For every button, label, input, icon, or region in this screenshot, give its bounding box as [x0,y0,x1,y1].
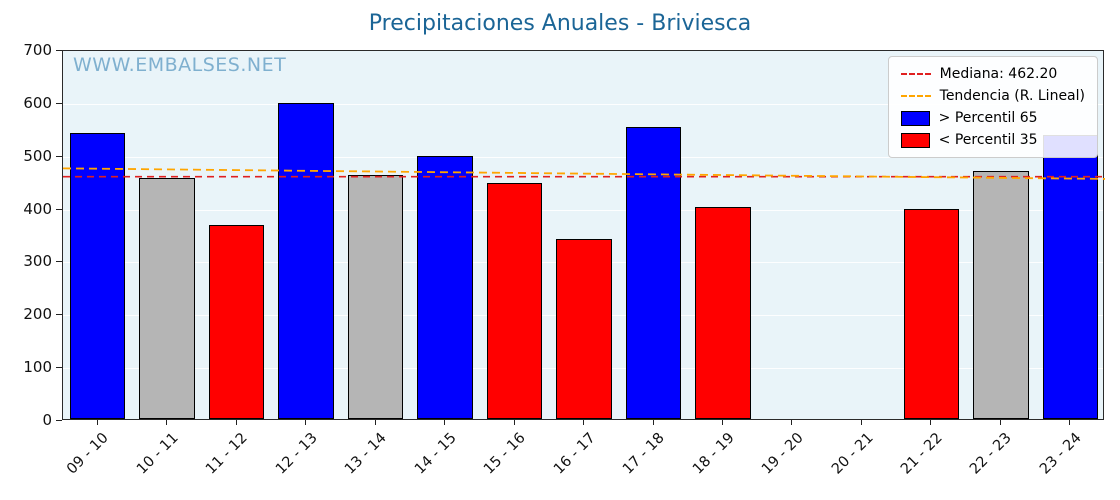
x-tick-label: 09 - 10 [64,430,113,478]
legend-label: > Percentil 65 [938,110,1038,126]
x-tick-label: 11 - 12 [203,430,252,478]
x-tick-label: 22 - 23 [967,430,1016,478]
x-tick-label: 23 - 24 [1036,430,1085,478]
bar-23-24 [1042,134,1099,419]
x-tick-label: 14 - 15 [411,430,460,478]
x-tick-label: 21 - 22 [897,430,946,478]
bar-09-10 [69,132,126,419]
x-tick-mark [583,420,584,425]
bar-11-12 [208,225,265,419]
x-tick-mark [999,420,1001,425]
y-tick-label: 500 [23,146,52,165]
x-tick-mark [791,420,793,425]
x-tick-mark [166,420,168,425]
x-tick-label: 18 - 19 [689,430,738,478]
x-tick-mark [96,420,98,425]
x-tick-label: 12 - 13 [272,430,321,478]
bar-22-23 [973,170,1029,419]
gridline [63,103,1103,105]
y-tick-label: 400 [23,199,52,218]
y-tick-mark [56,208,62,210]
legend: Mediana: 462.20 Tendencia (R. Lineal) > Pe… [887,56,1098,158]
y-tick-label: 600 [23,93,52,112]
gridline [63,156,1103,158]
legend-line-sample [900,95,931,97]
legend-item: < Percentil 35 [900,132,1085,148]
bar-10-11 [139,178,195,419]
x-tick-mark [721,420,723,425]
legend-label: Tendencia (R. Lineal) [939,88,1085,104]
y-tick-label: 700 [23,41,52,59]
y-tick-label: 200 [23,305,52,324]
x-tick-mark [235,420,237,425]
x-tick-label: 20 - 21 [828,430,877,478]
x-tick-label: 13 - 14 [342,430,390,478]
legend-line-sample [900,73,931,75]
x-tick-mark [374,420,376,425]
x-tick-mark [930,420,932,425]
x-tick-label: 10 - 11 [133,430,182,478]
y-tick-mark [56,102,62,104]
bar-14-15 [417,155,473,419]
bar-17-18 [625,127,682,419]
x-tick-label: 16 - 17 [550,430,599,478]
bar-12-13 [278,103,334,419]
bar-15-16 [486,182,543,419]
x-tick-mark [652,420,654,425]
x-tick-mark [305,420,307,425]
x-tick-mark [860,420,862,425]
watermark: WWW.EMBALSES.NET [73,54,287,76]
x-tick-label: 17 - 18 [620,430,668,478]
y-tick-mark [56,50,62,51]
gridline [63,209,1103,211]
bar-21-22 [903,208,960,419]
x-tick-mark [513,420,515,425]
y-tick-mark [56,367,62,369]
trend-line [63,167,1105,180]
legend-item: > Percentil 65 [900,110,1085,126]
y-tick-mark [56,314,62,316]
legend-item: Mediana: 462.20 [900,66,1085,82]
x-tick-label: 19 - 20 [759,430,807,478]
legend-patch-sample [900,110,930,126]
y-tick-mark [56,155,62,157]
chart-title: Precipitaciones Anuales - Briviesca [368,11,752,36]
y-tick-label: 100 [23,358,52,377]
x-tick-label: 15 - 16 [481,430,529,478]
bar-13-14 [347,174,404,419]
legend-patch-sample [900,132,930,148]
y-tick-mark [56,261,62,263]
legend-label: Mediana: 462.20 [939,66,1058,82]
legend-item: Tendencia (R. Lineal) [900,88,1085,104]
y-tick-label: 0 [42,411,52,429]
y-tick-mark [56,420,62,421]
bar-18-19 [695,206,751,419]
y-tick-label: 300 [23,252,52,271]
legend-label: < Percentil 35 [938,132,1038,148]
x-tick-mark [444,420,446,425]
x-tick-mark [1069,420,1071,425]
bar-16-17 [556,238,612,419]
